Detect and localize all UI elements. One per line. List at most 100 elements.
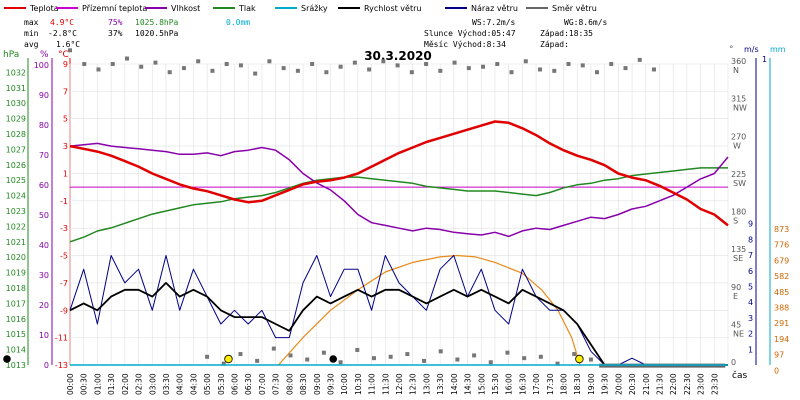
time-tick-label: 11:30 <box>381 373 390 395</box>
temp-tick-label: 9 <box>63 60 68 69</box>
dir-tick-label: 45 <box>731 320 741 329</box>
stat-moon: Měsíc Východ:8:34 <box>424 40 506 49</box>
time-tick-label: 14:00 <box>450 373 459 395</box>
dir-tick-compass: N <box>733 66 739 75</box>
dir-marker <box>572 352 577 357</box>
hpa-tick-label: 1016 <box>6 315 26 324</box>
dir-marker <box>281 66 286 71</box>
time-tick-label: 01:30 <box>107 373 116 395</box>
dir-marker <box>196 59 201 64</box>
dir-marker <box>472 353 477 358</box>
time-tick-label: 03:00 <box>148 373 157 395</box>
dir-tick-compass: NW <box>733 104 747 113</box>
legend-label-rychlost: Rychlost větru <box>364 4 421 13</box>
temp-tick-label: 3 <box>63 142 68 151</box>
dir-marker <box>253 71 258 76</box>
stat-wg: WG:8.6m/s <box>564 18 608 27</box>
pct-tick-label: 60 <box>39 181 49 190</box>
time-tick-label: 08:30 <box>299 373 308 395</box>
stat-min-temp: -2.8°C <box>48 29 77 38</box>
pct-tick-label: 50 <box>39 211 49 220</box>
time-tick-label: 06:00 <box>231 373 240 395</box>
dir-marker <box>538 67 543 72</box>
legend-label-naraz: Náraz větru <box>471 4 518 13</box>
dir-marker <box>124 56 129 61</box>
hpa-axis-title: hPa <box>3 50 19 60</box>
hpa-tick-label: 1027 <box>6 145 26 154</box>
time-tick-label: 15:00 <box>477 373 486 395</box>
dir-marker <box>424 62 429 66</box>
dir-marker <box>552 68 557 73</box>
hpa-tick-label: 1015 <box>6 330 26 339</box>
dir-marker <box>651 67 656 72</box>
time-tick-label: 16:00 <box>505 373 514 395</box>
hpa-tick-label: 1021 <box>6 238 26 247</box>
stat-max-label: max <box>24 18 39 27</box>
dir-marker <box>238 63 243 68</box>
dir-marker <box>388 354 393 359</box>
hpa-tick-label: 1014 <box>6 346 26 355</box>
dir-marker <box>205 354 210 359</box>
dir-marker <box>438 349 443 354</box>
time-tick-label: 17:30 <box>546 373 555 395</box>
ms-tick-label: 7 <box>748 251 753 260</box>
time-tick-label: 07:00 <box>258 373 267 395</box>
mm-axis-title: mm <box>770 45 786 54</box>
pct-tick-label: 0 <box>44 361 49 370</box>
time-tick-label: 13:30 <box>436 373 445 395</box>
sun-icon <box>575 354 584 364</box>
time-tick-label: 00:30 <box>80 373 89 395</box>
pct-tick-label: 10 <box>39 331 49 340</box>
time-tick-label: 05:30 <box>217 373 226 395</box>
temp-tick-label: -13 <box>55 361 68 370</box>
ms-tick-label: 8 <box>748 235 753 244</box>
hpa-tick-label: 1026 <box>6 161 26 170</box>
time-tick-label: 14:30 <box>464 373 473 395</box>
dir-tick-compass: E <box>733 292 738 301</box>
time-tick-label: 22:30 <box>683 373 692 395</box>
time-tick-label: 15:30 <box>491 373 500 395</box>
dir-tick-compass: SE <box>733 254 743 263</box>
time-tick-label: 03:30 <box>162 373 171 395</box>
dir-tick-label: 225 <box>731 170 746 179</box>
hpa-tick-label: 1023 <box>6 207 26 216</box>
dir-tick-label: 180 <box>731 208 746 217</box>
dir-marker <box>455 357 460 362</box>
dir-marker <box>110 62 115 66</box>
dir-tick-label: 135 <box>731 245 746 254</box>
time-tick-label: 21:00 <box>642 373 651 395</box>
hpa-tick-label: 1030 <box>6 99 26 108</box>
series-layer <box>3 48 729 368</box>
dir-marker <box>555 361 560 366</box>
temp-tick-label: 1 <box>63 169 68 178</box>
sun-icon <box>224 354 233 364</box>
dir-marker <box>288 353 293 358</box>
dir-marker <box>139 64 144 69</box>
hpa-tick-label: 1019 <box>6 269 26 278</box>
time-tick-label: 11:00 <box>368 373 377 395</box>
temp-tick-label: -3 <box>60 224 68 233</box>
dir-marker <box>452 60 457 65</box>
dir-marker <box>267 59 272 64</box>
mm-tick-label: 485 <box>774 288 789 297</box>
pressure-line <box>69 167 728 243</box>
time-tick-label: 17:00 <box>532 373 541 395</box>
time-tick-label: 02:00 <box>121 373 130 395</box>
time-tick-label: 21:30 <box>655 373 664 395</box>
dir-axis-title: ° <box>729 45 734 55</box>
moon-icon <box>3 355 11 363</box>
time-tick-label: 09:00 <box>313 373 322 395</box>
dir-tick-compass: SW <box>733 179 746 188</box>
dir-marker <box>224 62 229 66</box>
dir-tick-compass: S <box>733 217 738 226</box>
dir-marker <box>488 360 493 365</box>
temp-tick-label: -5 <box>60 252 68 261</box>
hpa-tick-label: 1022 <box>6 222 26 231</box>
mm-tick-label: 582 <box>774 272 789 281</box>
stat-ws: WS:7.2m/s <box>472 18 516 27</box>
pct-tick-label: 40 <box>39 241 49 250</box>
dir-marker <box>623 66 628 71</box>
hpa-tick-label: 1018 <box>6 284 26 293</box>
ms-tick-label: 6 <box>748 267 753 276</box>
time-tick-label: 19:30 <box>601 373 610 395</box>
